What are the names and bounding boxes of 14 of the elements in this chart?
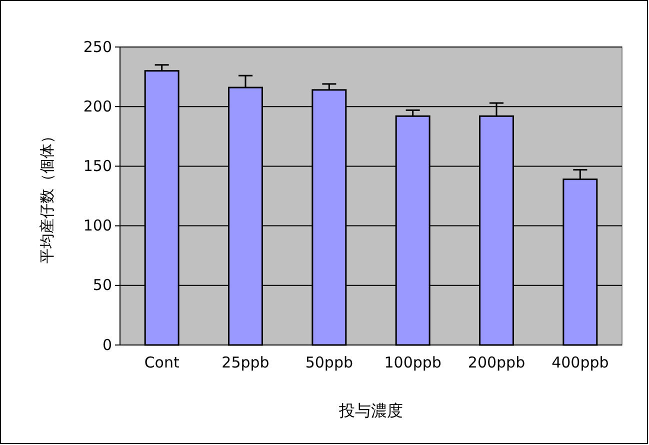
- y-tick-label: 100: [83, 216, 112, 235]
- x-tick-label: Cont: [144, 354, 180, 372]
- x-axis-title: 投与濃度: [338, 401, 403, 420]
- x-tick-label: 400ppb: [552, 354, 609, 372]
- y-tick-label: 50: [92, 276, 112, 294]
- x-tick-label: 100ppb: [384, 354, 442, 372]
- x-tick-label: 25ppb: [222, 354, 270, 372]
- y-tick-label: 150: [83, 157, 112, 175]
- y-axis-title: 平均産仔数（個体）: [38, 128, 56, 264]
- x-tick-label: 200ppb: [468, 354, 526, 372]
- y-tick-label: 0: [102, 336, 112, 354]
- x-tick-label: 50ppb: [305, 354, 353, 372]
- y-tick-label: 250: [83, 38, 112, 56]
- y-tick-label: 200: [83, 97, 112, 116]
